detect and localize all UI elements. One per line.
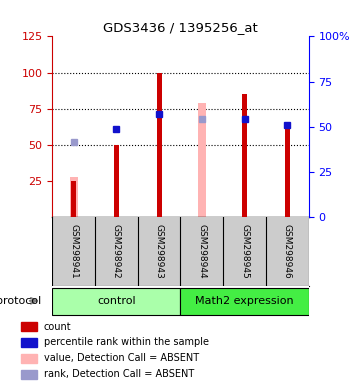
Text: count: count <box>44 322 71 332</box>
Text: GSM298941: GSM298941 <box>69 224 78 279</box>
Bar <box>21 370 37 379</box>
Text: Math2 expression: Math2 expression <box>195 296 294 306</box>
Text: GSM298944: GSM298944 <box>197 224 206 279</box>
Text: GSM298942: GSM298942 <box>112 224 121 279</box>
Title: GDS3436 / 1395256_at: GDS3436 / 1395256_at <box>103 21 258 34</box>
Bar <box>157 73 162 217</box>
Text: GSM298943: GSM298943 <box>155 224 164 279</box>
Text: GSM298946: GSM298946 <box>283 224 292 279</box>
Bar <box>114 145 119 217</box>
Bar <box>285 127 290 217</box>
Bar <box>242 94 247 217</box>
Bar <box>180 288 309 315</box>
Bar <box>21 354 37 363</box>
Bar <box>71 181 76 217</box>
Bar <box>70 177 78 217</box>
Text: GSM298945: GSM298945 <box>240 224 249 279</box>
Text: percentile rank within the sample: percentile rank within the sample <box>44 338 209 348</box>
Text: protocol: protocol <box>0 296 42 306</box>
Bar <box>21 322 37 331</box>
Text: control: control <box>97 296 136 306</box>
Text: value, Detection Call = ABSENT: value, Detection Call = ABSENT <box>44 353 199 363</box>
Bar <box>52 288 180 315</box>
Bar <box>198 103 206 217</box>
Bar <box>21 338 37 347</box>
Text: rank, Detection Call = ABSENT: rank, Detection Call = ABSENT <box>44 369 194 379</box>
